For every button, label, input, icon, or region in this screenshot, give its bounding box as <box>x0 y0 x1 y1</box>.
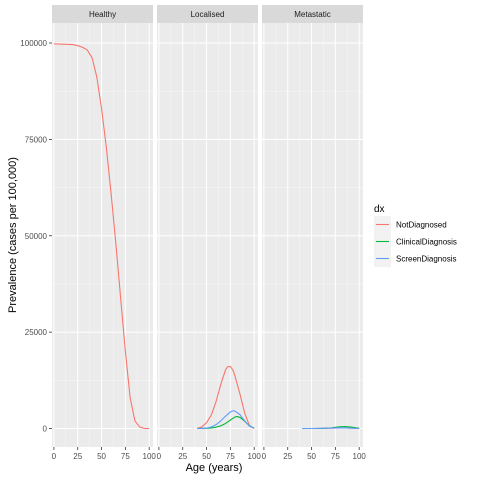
y-tick-label: 75000 <box>25 135 48 144</box>
panel-localised: Localised 0 25 50 75 100 <box>157 5 262 461</box>
series-line-screendiagnosis-localised <box>196 410 255 430</box>
x-axis-title: Age (years) <box>186 462 243 474</box>
strip-localised <box>157 5 258 23</box>
x-tick-label: 0 <box>262 452 267 461</box>
legend: dx NotDiagnosed ClinicalDiagnosis ScreenDi… <box>374 204 457 267</box>
series-line-screendiagnosis-metastatic <box>302 427 360 430</box>
strip-label-metastatic: Metastatic <box>294 10 330 19</box>
strip-metastatic <box>262 5 363 23</box>
x-tick-label: 50 <box>202 452 211 461</box>
x-tick-label: 75 <box>331 452 340 461</box>
panel-metastatic: Metastatic 0 25 50 75 100 <box>262 5 367 461</box>
x-tick-label: 25 <box>73 452 82 461</box>
y-tick-label: 0 <box>43 425 48 434</box>
x-tick-label: 25 <box>283 452 292 461</box>
y-tick-label: 100000 <box>20 39 47 48</box>
x-tick-label: 25 <box>178 452 187 461</box>
legend-label-notdiagnosed: NotDiagnosed <box>396 221 447 230</box>
x-tick-label: 0 <box>52 452 57 461</box>
x-tick-label: 50 <box>97 452 106 461</box>
legend-item-notdiagnosed: NotDiagnosed <box>374 216 447 233</box>
legend-item-clinicaldiagnosis: ClinicalDiagnosis <box>374 233 457 250</box>
panel-background <box>52 23 153 447</box>
y-tick-label: 50000 <box>25 232 48 241</box>
x-tick-label: 75 <box>226 452 235 461</box>
panel-healthy: Healthy 0 25 50 75 100 <box>52 5 157 461</box>
strip-healthy <box>52 5 153 23</box>
x-tick-label: 75 <box>121 452 130 461</box>
x-tick-label: 0 <box>157 452 162 461</box>
series-line-notdiagnosed-healthy <box>53 43 150 430</box>
legend-item-screendiagnosis: ScreenDiagnosis <box>374 250 456 267</box>
series-line-notdiagnosed-localised <box>196 365 255 430</box>
x-tick-label: 100 <box>248 452 262 461</box>
x-tick-label: 100 <box>353 452 367 461</box>
y-axis: 0 25000 50000 75000 100000 <box>20 39 52 434</box>
panel-background <box>157 23 258 447</box>
strip-label-healthy: Healthy <box>89 10 116 19</box>
strip-label-localised: Localised <box>191 10 225 19</box>
x-tick-label: 100 <box>143 452 157 461</box>
y-tick-label: 25000 <box>25 328 48 337</box>
panel-background <box>262 23 363 447</box>
x-tick-label: 50 <box>307 452 316 461</box>
legend-label-clinicaldiagnosis: ClinicalDiagnosis <box>396 238 457 247</box>
legend-label-screendiagnosis: ScreenDiagnosis <box>396 255 456 264</box>
legend-title: dx <box>374 204 385 215</box>
y-axis-title: Prevalence (cases per 100,000) <box>7 157 19 313</box>
